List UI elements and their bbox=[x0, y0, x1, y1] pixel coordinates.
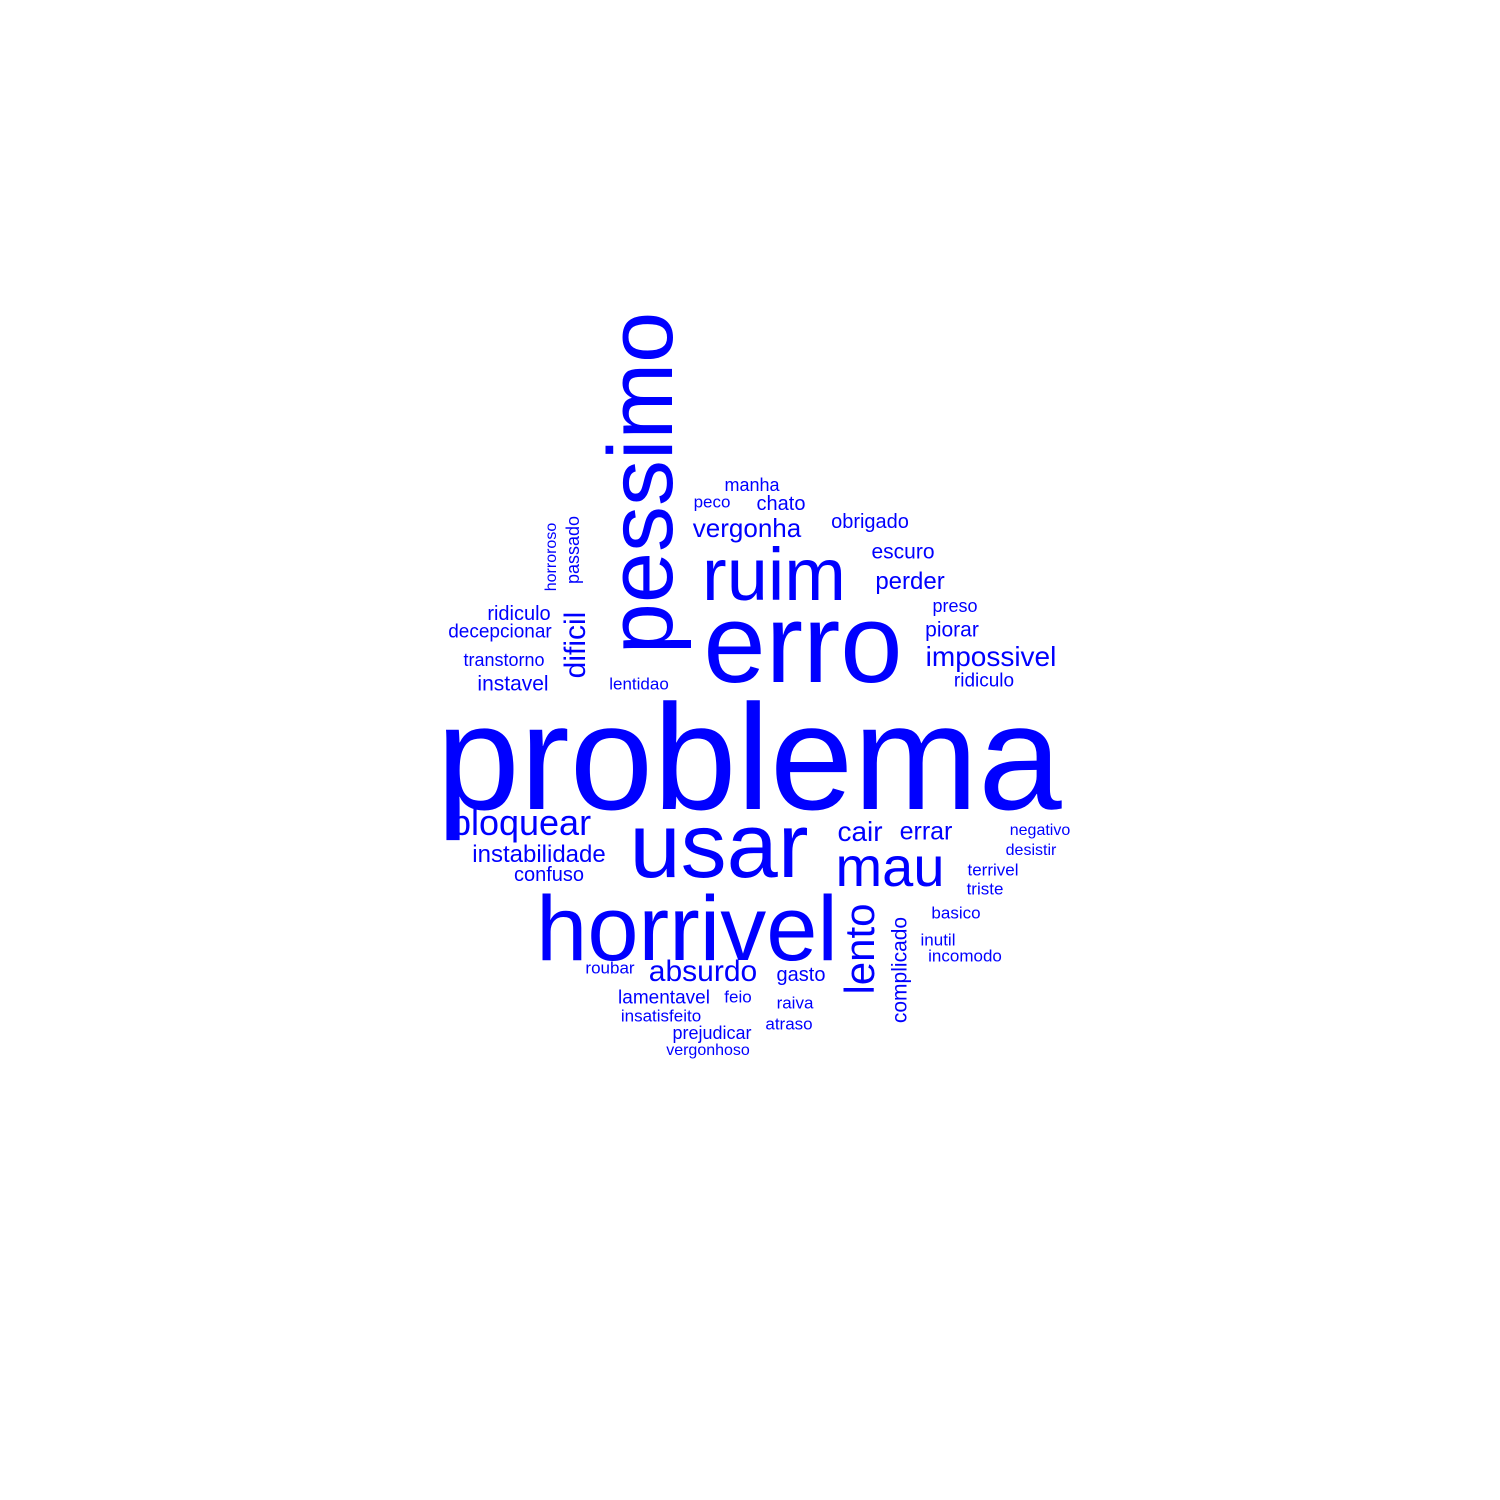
word-escuro: escuro bbox=[871, 540, 935, 564]
word-pessimo: pessimo bbox=[590, 311, 692, 655]
word-problema: problema bbox=[436, 673, 1062, 841]
word-chato: chato bbox=[756, 493, 806, 515]
word-ruim: ruim bbox=[702, 533, 846, 616]
word-horroroso: horroroso bbox=[543, 522, 560, 592]
word-prejudicar: prejudicar bbox=[672, 1023, 752, 1043]
word-ridiculo: ridiculo bbox=[487, 603, 551, 625]
word-lamentavel: lamentavel bbox=[618, 987, 710, 1009]
word-raiva: raiva bbox=[776, 993, 814, 1013]
word-passado: passado bbox=[563, 515, 583, 585]
word-instavel: instavel bbox=[477, 672, 549, 696]
word-manha: manha bbox=[724, 475, 780, 495]
word-gasto: gasto bbox=[776, 964, 826, 986]
word-incomodo: incomodo bbox=[928, 946, 1002, 966]
word-complicado: complicado bbox=[888, 916, 912, 1024]
word-feio: feio bbox=[724, 987, 752, 1007]
word-peco: peco bbox=[693, 492, 731, 512]
word-terrivel: terrivel bbox=[967, 860, 1019, 880]
word-preso: preso bbox=[932, 596, 978, 616]
word-decepcionar: decepcionar bbox=[448, 621, 552, 643]
word-cair: cair bbox=[837, 816, 883, 847]
word-triste: triste bbox=[966, 879, 1004, 899]
word-desistir: desistir bbox=[1005, 842, 1057, 859]
word-perder: perder bbox=[875, 568, 945, 595]
word-piorar: piorar bbox=[925, 618, 979, 642]
word-erro: erro bbox=[703, 581, 903, 706]
word-roubar: roubar bbox=[585, 958, 635, 978]
word-basico: basico bbox=[931, 903, 981, 923]
word-instabilidade: instabilidade bbox=[472, 841, 606, 868]
word-confuso: confuso bbox=[513, 864, 585, 886]
word-vergonhoso: vergonhoso bbox=[666, 1042, 750, 1059]
word-bloquear: bloquear bbox=[450, 802, 592, 843]
word-obrigado: obrigado bbox=[831, 511, 909, 533]
word-negativo: negativo bbox=[1009, 822, 1071, 839]
word-vergonha: vergonha bbox=[692, 513, 802, 543]
word-ridiculo-2: ridiculo bbox=[953, 670, 1015, 692]
word-lentidao: lentidao bbox=[609, 674, 669, 694]
word-horrivel: horrivel bbox=[536, 878, 838, 980]
word-errar: errar bbox=[899, 817, 953, 846]
word-inutil: inutil bbox=[920, 930, 956, 950]
word-lento: lento bbox=[836, 903, 883, 995]
word-insatisfeito: insatisfeito bbox=[620, 1006, 702, 1026]
word-usar: usar bbox=[629, 795, 809, 897]
word-mau: mau bbox=[835, 835, 945, 898]
word-transtorno: transtorno bbox=[463, 650, 545, 670]
word-atraso: atraso bbox=[765, 1014, 813, 1034]
word-absurdo: absurdo bbox=[648, 955, 758, 988]
word-dificil: dificil bbox=[559, 611, 592, 679]
word-impossivel: impossivel bbox=[925, 641, 1057, 672]
